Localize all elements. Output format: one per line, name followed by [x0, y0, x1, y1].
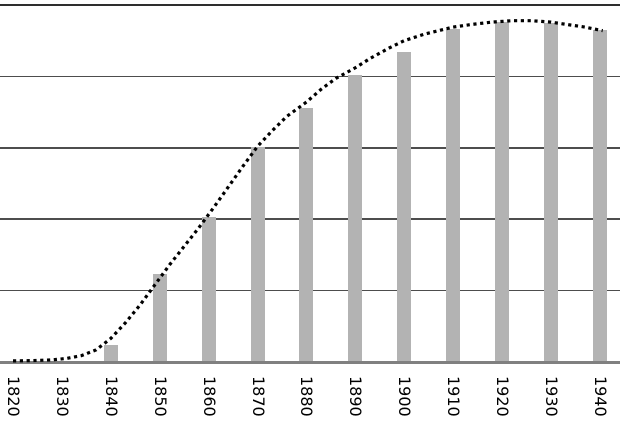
bar-1930: [543, 22, 558, 362]
bar-1860: [201, 217, 216, 362]
x-tick-label-1820: 1820: [4, 376, 23, 417]
x-tick-label-1840: 1840: [101, 376, 121, 417]
x-tick-label-1940: 1940: [590, 376, 610, 417]
x-tick-label-1880: 1880: [297, 376, 317, 417]
bar-1920: [495, 22, 509, 362]
x-tick-label-1920: 1920: [493, 376, 512, 417]
bar-1850: [152, 274, 167, 362]
x-tick-label-1860: 1860: [199, 376, 219, 417]
x-tick-label-1830: 1830: [52, 376, 72, 417]
h-gridline-4: [0, 75, 620, 78]
x-tick-label-1930: 1930: [541, 376, 561, 417]
x-tick-label-1910: 1910: [444, 376, 464, 417]
bar-1900: [397, 52, 412, 362]
bar-1840: [103, 344, 118, 362]
bar-1890: [348, 74, 363, 362]
bar-1940: [592, 29, 607, 362]
bar-1870: [250, 147, 265, 362]
x-tick-label-1870: 1870: [248, 376, 268, 417]
x-tick-label-1890: 1890: [346, 376, 366, 417]
x-axis-line: [0, 361, 620, 364]
bar-1910: [446, 29, 461, 362]
bar-1880: [299, 107, 314, 362]
plot-top-border: [0, 4, 620, 6]
x-tick-label-1850: 1850: [150, 376, 170, 417]
x-tick-label-1900: 1900: [395, 376, 415, 417]
